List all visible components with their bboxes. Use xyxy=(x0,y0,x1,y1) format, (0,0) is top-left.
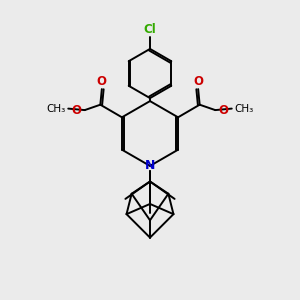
Text: N: N xyxy=(145,159,155,172)
Text: Cl: Cl xyxy=(144,23,156,36)
Text: CH₃: CH₃ xyxy=(46,103,66,114)
Text: CH₃: CH₃ xyxy=(234,103,254,114)
Text: O: O xyxy=(193,75,203,88)
Text: O: O xyxy=(219,103,229,117)
Text: O: O xyxy=(97,75,107,88)
Text: O: O xyxy=(71,103,81,117)
